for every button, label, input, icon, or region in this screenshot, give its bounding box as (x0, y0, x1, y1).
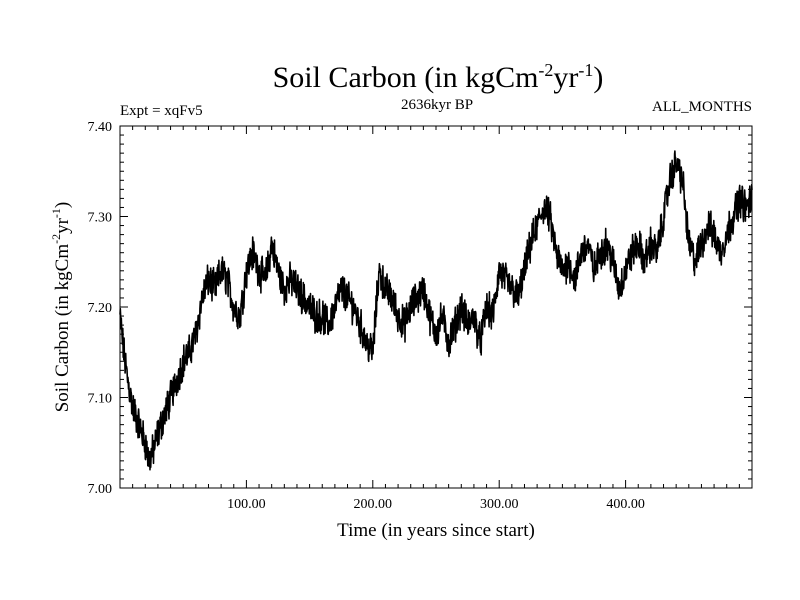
experiment-label: Expt = xqFv5 (120, 103, 203, 119)
chart-title: Soil Carbon (in kgCm-2yr-1) (273, 60, 604, 94)
x-axis-label: Time (in years since start) (337, 520, 535, 541)
x-tick-label: 200.00 (354, 497, 393, 512)
ticks: 100.00 200.00 300.00 400.00 7.00 7.10 7.20 7.30… (88, 120, 752, 512)
y-tick-label: 7.00 (88, 482, 113, 497)
y-axis-label: Soil Carbon (in kgCm-2yr-1) (49, 202, 73, 413)
x-tick-label: 100.00 (227, 497, 266, 512)
series-group (119, 150, 753, 471)
y-tick-label: 7.10 (88, 392, 113, 407)
plot-frame (119, 125, 753, 489)
series-line-soil-carbon (119, 150, 753, 471)
plot-area: 100.00 200.00 300.00 400.00 7.00 7.10 7.20 7.30… (88, 120, 753, 512)
x-tick-label: 400.00 (606, 497, 645, 512)
y-tick-label: 7.40 (88, 120, 113, 135)
months-label: ALL_MONTHS (652, 99, 752, 115)
x-tick-label: 300.00 (480, 497, 519, 512)
period-label: 2636kyr BP (401, 97, 473, 113)
y-tick-label: 7.30 (88, 211, 113, 226)
y-tick-label: 7.20 (88, 301, 113, 316)
